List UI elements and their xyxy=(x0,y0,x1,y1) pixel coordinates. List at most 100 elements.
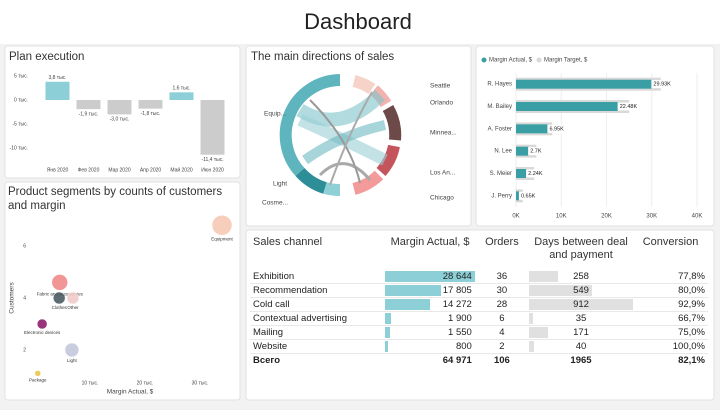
cell-text: 64 971 xyxy=(442,355,472,366)
value-label: 2.24K xyxy=(528,171,543,177)
chord-diagram xyxy=(279,74,402,196)
cell-text: Exhibition xyxy=(253,271,295,282)
legend-label: Margin Target, $ xyxy=(544,58,588,64)
table-row: Exhibition 28 644 36 258 77,8% xyxy=(250,270,708,284)
chord-label: Los An... xyxy=(430,170,455,177)
table-cell: 35 xyxy=(528,311,634,326)
table-cell: 912 xyxy=(528,297,634,312)
value-label-bg xyxy=(518,191,538,200)
y-tick-label: 0 тыс. xyxy=(14,97,28,103)
chord-label: Orlando xyxy=(430,100,454,107)
cell-text: 35 xyxy=(575,313,587,324)
bar xyxy=(200,100,225,155)
value-label: 29.93K xyxy=(653,82,671,88)
table-cell: Contextual advertising xyxy=(250,311,386,326)
bubble xyxy=(51,274,68,291)
table-cell: 258 xyxy=(528,270,634,284)
cell-text: Mailing xyxy=(253,327,284,338)
value-label: 2.7K xyxy=(530,149,542,155)
data-bar xyxy=(385,313,392,324)
table-cell: 2 xyxy=(474,339,529,354)
total-row: Всего 64 971 106 1965 82,1% xyxy=(250,353,708,367)
table-cell: 36 xyxy=(474,270,529,284)
cell-text: 30 xyxy=(496,285,508,296)
point-label: Light xyxy=(67,358,78,363)
chord-arc xyxy=(279,74,341,177)
point-label: Electronic devices xyxy=(24,330,61,335)
bubble xyxy=(64,342,80,358)
chord xyxy=(309,99,361,184)
cell-text: 40 xyxy=(575,341,587,352)
value-label: 0.65K xyxy=(521,193,536,199)
value-label: 3,8 тыс. xyxy=(48,75,66,81)
table-row: Cold call 14 272 28 912 92,9% xyxy=(250,297,708,312)
cell-text: Recommendation xyxy=(253,285,328,296)
table-cell: Website xyxy=(250,339,386,354)
chord-label: Equip... xyxy=(264,111,286,118)
cell-text: 171 xyxy=(573,327,589,338)
y-tick-label: -10 тыс. xyxy=(10,145,28,151)
value-label: 1,6 тыс. xyxy=(172,86,190,92)
data-bar xyxy=(385,341,388,352)
cell-text: 800 xyxy=(455,341,472,352)
table-cell: 75,0% xyxy=(633,325,708,340)
x-tick-label: Апр 2020 xyxy=(140,167,162,173)
chord-arc xyxy=(382,105,402,141)
x-tick-label: Янв 2020 xyxy=(47,167,69,173)
cell-text: Website xyxy=(253,341,288,352)
table: Sales channel Margin Actual, $ Orders Days … xyxy=(250,234,708,367)
y-tick-label: 6 xyxy=(23,243,26,249)
point-label: Other xyxy=(67,305,79,310)
table-cell: Mailing xyxy=(250,325,386,340)
header-bg xyxy=(0,0,720,44)
table-cell: Recommendation xyxy=(250,283,386,298)
bar xyxy=(516,191,519,201)
bar xyxy=(45,81,70,100)
table-cell: 549 xyxy=(528,283,634,298)
data-bar xyxy=(528,327,549,338)
point-label: Package xyxy=(29,378,47,383)
point-label: Clothes xyxy=(52,305,68,310)
cell-text: 77,8% xyxy=(678,271,705,282)
table-cell: 64 971 xyxy=(385,353,475,367)
chord xyxy=(329,91,373,186)
cell-text: 82,1% xyxy=(678,355,705,366)
cell-text: 80,0% xyxy=(678,285,705,296)
cell-text: 36 xyxy=(496,271,508,282)
cell-text: 14 272 xyxy=(442,299,472,310)
data-bar xyxy=(385,299,430,310)
cell-text: 1 900 xyxy=(448,313,472,324)
table-row: Recommendation 17 805 30 549 80,0% xyxy=(250,283,708,298)
chord-label: Seattle xyxy=(430,83,451,90)
table-cell: 28 644 xyxy=(385,270,475,284)
x-tick-label: Фев 2020 xyxy=(78,167,100,173)
cell-text: 4 xyxy=(499,327,505,338)
chord-label: Cosme... xyxy=(262,200,288,207)
x-tick-label: Июн 2020 xyxy=(201,167,224,173)
cell-text: Cold call xyxy=(253,299,290,310)
value-label: -1,9 тыс. xyxy=(79,111,99,117)
chord-arc xyxy=(323,182,341,196)
column-header: Days between deal and payment xyxy=(534,236,628,261)
bar xyxy=(516,146,529,156)
chord-arc xyxy=(295,167,328,194)
table-cell: 4 xyxy=(474,325,529,340)
data-bar xyxy=(528,341,534,352)
chord-label: Chicago xyxy=(430,195,454,202)
dashboard-title: Dashboard xyxy=(304,9,412,34)
cell-text: 549 xyxy=(573,285,589,296)
table-row: Website 800 2 40 100,0% xyxy=(250,339,708,354)
x-tick-label: Мар 2020 xyxy=(108,167,131,173)
bar xyxy=(516,124,548,134)
bubble xyxy=(66,291,80,305)
column-header: Conversion xyxy=(642,236,699,248)
table-cell: 1 550 xyxy=(385,325,475,340)
cell-text: 258 xyxy=(573,271,589,282)
y-tick-label: A. Foster xyxy=(488,126,512,132)
x-tick-label: Май 2020 xyxy=(170,166,193,173)
chord-arc xyxy=(352,75,376,95)
value-label-bg xyxy=(528,147,544,156)
value-label-bg xyxy=(526,169,545,178)
panel-title: The main directions of sales xyxy=(251,51,394,63)
x-tick-label: 20K xyxy=(601,214,612,220)
